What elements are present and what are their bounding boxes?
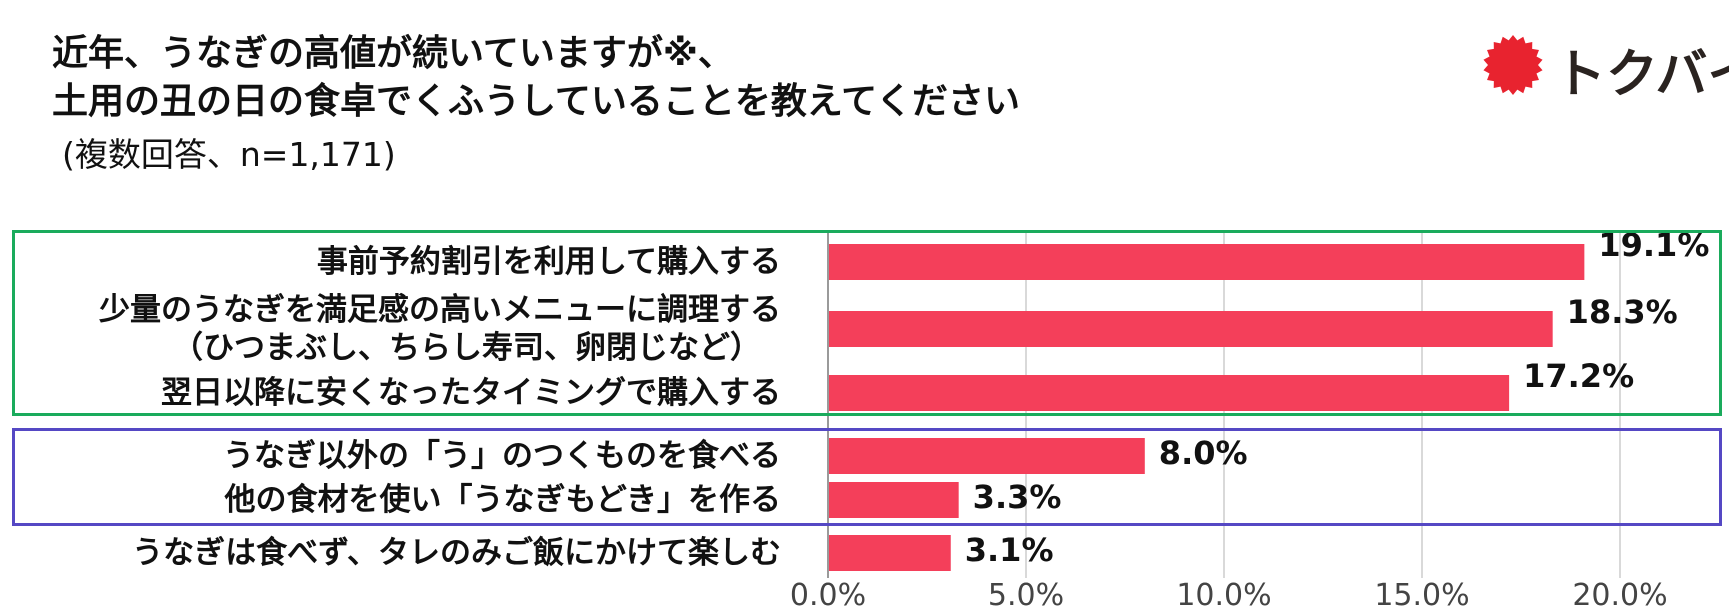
logo-burst-shape xyxy=(1483,35,1543,95)
x-tick-label: 15.0% xyxy=(1374,578,1470,613)
category-label-line: 他の食材を使い「うなぎもどき」を作る xyxy=(224,482,781,518)
bar xyxy=(829,244,1585,280)
data-label: 18.3% xyxy=(1566,293,1678,331)
data-label: 17.2% xyxy=(1523,357,1635,395)
chart-title-line1: 近年、うなぎの高値が続いていますが※、 xyxy=(52,33,734,74)
category-label-line: （ひつまぶし、ちらし寿司、卵閉じなど） xyxy=(172,330,761,366)
category-label: 事前予約割引を利用して購入する xyxy=(317,243,781,281)
x-tick-label: 0.0% xyxy=(789,578,867,613)
data-label: 3.3% xyxy=(972,478,1062,516)
category-label-line: 事前予約割引を利用して購入する xyxy=(316,244,781,280)
chart-subtitle: (複数回答、n=1,171) xyxy=(62,135,396,174)
x-tick-label: 10.0% xyxy=(1176,578,1272,613)
x-tick-label: 5.0% xyxy=(987,578,1065,613)
bar xyxy=(829,535,951,571)
category-label-line: うなぎは食べず、タレのみご飯にかけて楽しむ xyxy=(132,535,781,571)
category-label-line: うなぎ以外の「う」のつくものを食べる xyxy=(223,438,781,474)
category-label-line: 翌日以降に安くなったタイミングで購入する xyxy=(161,375,781,411)
logo-text: トクバイ xyxy=(1554,45,1729,105)
x-tick-label: 20.0% xyxy=(1572,578,1668,613)
bar xyxy=(829,375,1510,411)
tokubai-logo: トクバイ xyxy=(1482,28,1729,108)
category-label: 他の食材を使い「うなぎもどき」を作る xyxy=(225,481,781,519)
category-label: うなぎ以外の「う」のつくものを食べる xyxy=(223,437,781,475)
group-outline xyxy=(12,428,1722,526)
category-label-line: 少量のうなぎを満足感の高いメニューに調理する xyxy=(99,292,781,328)
category-label: 翌日以降に安くなったタイミングで購入する xyxy=(161,374,781,412)
data-label: 8.0% xyxy=(1158,434,1248,472)
category-label: 少量のうなぎを満足感の高いメニューに調理する （ひつまぶし、ちらし寿司、卵閉じなど… xyxy=(99,291,781,367)
data-label: 3.1% xyxy=(964,531,1054,569)
bar xyxy=(829,482,959,518)
category-label: うなぎは食べず、タレのみご飯にかけて楽しむ xyxy=(132,534,781,572)
bar xyxy=(829,311,1553,347)
group-outline xyxy=(12,230,1722,416)
bar xyxy=(829,438,1145,474)
chart-title-line2: 土用の丑の日の食卓でくふうしていることを教えてください xyxy=(52,81,1021,122)
logo-burst-icon xyxy=(1483,35,1543,95)
